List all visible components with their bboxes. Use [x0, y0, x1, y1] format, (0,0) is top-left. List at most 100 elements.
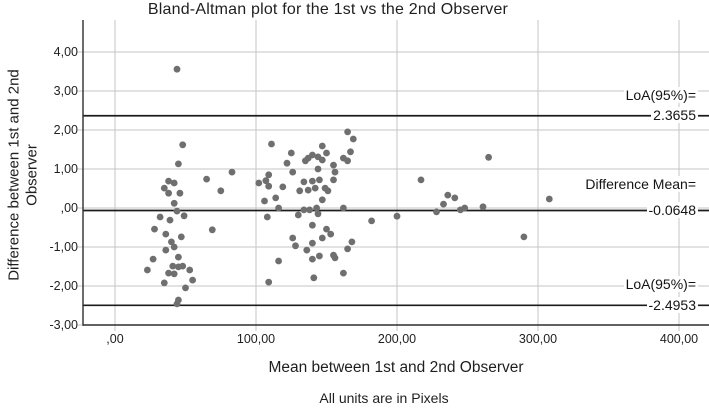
data-point [327, 230, 335, 238]
data-point [173, 300, 181, 308]
data-point [170, 179, 178, 187]
units-caption: All units are in Pixels [319, 390, 449, 406]
y-tick-label: ,00 [60, 201, 78, 215]
data-point [170, 199, 178, 207]
data-point [275, 257, 282, 265]
data-point [318, 234, 326, 242]
data-point [545, 195, 553, 203]
data-point [275, 204, 282, 212]
data-point [520, 233, 528, 241]
data-point [255, 179, 263, 187]
data-point [330, 176, 337, 184]
data-point [228, 168, 236, 176]
data-point [279, 183, 287, 191]
data-point [186, 266, 194, 274]
data-point [331, 168, 339, 176]
data-point [340, 269, 347, 277]
data-point [173, 207, 181, 215]
y-tick-label: -2,00 [49, 279, 79, 293]
data-point [289, 168, 297, 176]
x-axis-title: Mean between 1st and 2nd Observer [268, 359, 524, 376]
data-point [316, 252, 323, 260]
data-point [179, 141, 187, 149]
data-point [344, 128, 351, 136]
data-point [217, 187, 225, 195]
y-tick-label: -3,00 [49, 318, 79, 332]
data-point [292, 242, 299, 250]
data-point [318, 156, 326, 164]
difference-mean-value: -0.0648 [646, 202, 698, 218]
data-point [263, 213, 271, 221]
data-point [310, 274, 318, 282]
data-point [272, 194, 280, 202]
data-point [330, 161, 337, 169]
data-point [340, 204, 347, 212]
data-point [175, 253, 182, 261]
data-point [348, 238, 356, 246]
y-tick-label: 2,00 [53, 123, 78, 137]
data-point [300, 206, 308, 214]
data-point [165, 189, 173, 197]
data-point [344, 157, 351, 165]
data-point [177, 233, 185, 241]
data-point [444, 191, 452, 199]
x-tick-label: ,00 [106, 332, 124, 346]
data-point [149, 255, 157, 263]
x-tick-label: 200,00 [377, 332, 417, 346]
data-point [261, 197, 268, 205]
data-point [451, 194, 459, 202]
data-point [309, 239, 316, 247]
data-point [461, 204, 469, 212]
data-point [433, 208, 440, 216]
data-point [180, 212, 188, 220]
data-point [302, 157, 309, 165]
data-point [265, 182, 273, 190]
data-point [309, 255, 316, 263]
data-point [349, 135, 357, 143]
data-point [311, 184, 319, 192]
data-point [144, 266, 151, 274]
data-point [165, 269, 173, 277]
data-point [156, 213, 164, 221]
data-point [162, 246, 170, 254]
data-point [309, 221, 316, 229]
data-point [160, 184, 168, 192]
data-point [262, 177, 270, 185]
data-point [306, 206, 313, 214]
y-tick-label: 4,00 [53, 45, 78, 59]
data-point [189, 276, 197, 284]
data-point [331, 254, 339, 262]
data-point [303, 246, 311, 254]
x-tick-label: 300,00 [518, 332, 558, 346]
data-point [175, 160, 182, 168]
data-point [300, 178, 308, 186]
data-point [168, 238, 175, 246]
y-tick-label: -1,00 [49, 240, 79, 254]
data-point [166, 216, 174, 224]
data-point [173, 65, 181, 73]
difference-mean-label: Difference Mean= [583, 176, 698, 192]
data-point [294, 211, 302, 219]
data-point [287, 149, 295, 157]
loa-upper-value: 2.3655 [651, 107, 698, 123]
data-point [268, 140, 275, 148]
data-point [179, 262, 187, 270]
data-point [265, 171, 273, 179]
data-point [203, 175, 211, 183]
data-point [347, 148, 354, 156]
data-point [313, 204, 320, 212]
data-point [393, 212, 401, 220]
data-point [485, 153, 492, 161]
data-point [417, 176, 425, 184]
data-point [344, 245, 351, 253]
data-point [440, 200, 447, 208]
data-point [176, 189, 184, 197]
data-point [283, 159, 291, 167]
loa-lower-label: LoA(95%)= [623, 276, 698, 292]
data-point [314, 165, 322, 173]
data-point [265, 278, 273, 286]
x-tick-label: 100,00 [236, 332, 276, 346]
data-point [309, 177, 316, 185]
data-point [321, 184, 329, 192]
